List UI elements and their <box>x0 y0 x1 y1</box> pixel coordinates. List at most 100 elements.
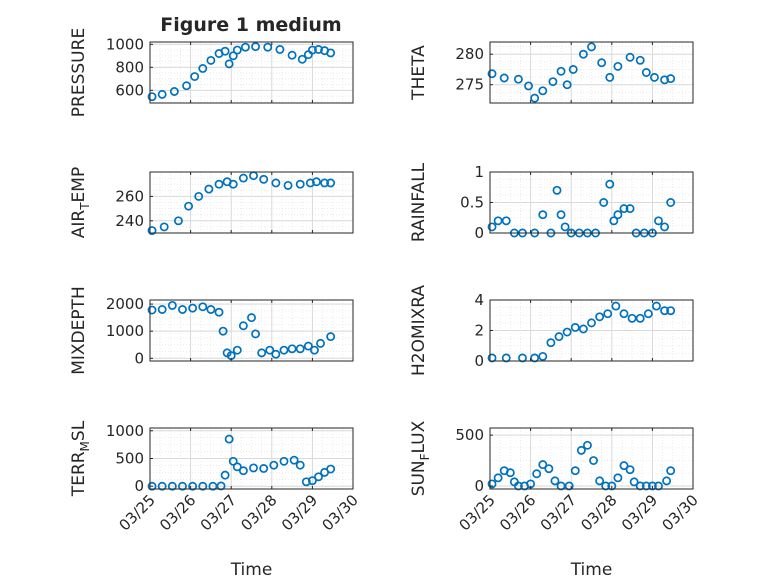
data-point <box>530 353 540 363</box>
axes-theta: 275 280 THETA <box>409 41 694 104</box>
data-point <box>301 477 311 487</box>
data-point <box>287 50 297 60</box>
data-point <box>556 210 566 220</box>
data-point <box>314 45 323 54</box>
data-point <box>570 323 580 332</box>
data-point <box>619 309 629 319</box>
data-point <box>666 466 676 476</box>
data-point <box>178 481 187 491</box>
data-point <box>603 309 613 319</box>
data-point <box>643 309 653 319</box>
data-point <box>654 216 663 226</box>
data-point <box>259 464 269 473</box>
data-point <box>625 465 635 475</box>
data-point <box>214 307 224 317</box>
data-point <box>635 481 645 491</box>
y-axis-label: THETA <box>409 45 429 101</box>
data-point <box>198 302 208 312</box>
y-axis-label: H2OMIXRA <box>409 285 429 376</box>
data-point <box>601 481 611 491</box>
data-point <box>501 216 511 226</box>
data-point <box>518 353 527 363</box>
data-point <box>548 77 558 87</box>
axes-sun_flux: 0 500 SUNFLUX 03/2503/2603/2703/2803/2903/3… <box>409 420 702 580</box>
data-point <box>224 434 234 444</box>
data-point <box>314 472 323 482</box>
figure-title: Figure 1 medium <box>160 14 341 36</box>
data-point <box>538 86 548 96</box>
data-point <box>228 179 238 189</box>
data-point <box>167 300 177 310</box>
x-tick-label: 03/27 <box>537 491 580 534</box>
data-point <box>190 72 200 81</box>
data-point <box>576 445 586 455</box>
y-axis-label: PRESSURE <box>69 28 89 117</box>
data-point <box>550 476 560 486</box>
y-axis-label: RAINFALL <box>409 162 429 242</box>
y-tick-label: 0 <box>134 349 144 367</box>
data-point <box>605 179 615 189</box>
x-tick-label: 03/25 <box>456 491 499 534</box>
data-point <box>279 345 289 355</box>
data-point <box>524 81 534 91</box>
data-point <box>238 466 248 476</box>
axes-terr_msl: 0 500 1000 TERRMSL 03/2503/2603/2703/2803/29… <box>69 420 362 580</box>
data-point <box>554 332 564 342</box>
data-point <box>265 345 275 355</box>
y-tick-label: 240 <box>115 212 144 230</box>
axes-box <box>149 171 354 234</box>
data-point <box>173 216 183 226</box>
data-point <box>232 45 242 55</box>
data-point <box>249 171 258 181</box>
data-point <box>613 61 623 71</box>
x-tick-label: 03/29 <box>618 491 661 534</box>
data-point <box>305 178 315 188</box>
x-axis-label: Time <box>230 560 273 580</box>
data-point <box>307 476 317 486</box>
data-point <box>169 87 179 96</box>
y-axis-label: TERRMSL <box>69 420 92 497</box>
data-point <box>247 313 256 323</box>
data-point <box>188 481 198 491</box>
y-axis-label: AIRTEMP <box>69 167 92 238</box>
data-point <box>198 481 208 491</box>
data-point <box>641 68 651 77</box>
data-point <box>238 173 248 183</box>
data-point <box>562 327 572 337</box>
data-point <box>147 481 157 491</box>
data-point <box>625 204 635 214</box>
y-tick-label: 500 <box>115 450 144 468</box>
x-axis-label: Time <box>570 560 613 580</box>
data-point <box>513 481 523 491</box>
data-point <box>251 42 261 52</box>
axes-box <box>149 299 354 362</box>
data-point <box>263 42 273 52</box>
data-point <box>487 479 497 489</box>
data-point <box>647 481 657 491</box>
y-tick-label: 4 <box>474 291 484 309</box>
data-point <box>240 42 250 52</box>
y-axis-label: SUNFLUX <box>409 420 432 496</box>
y-tick-label: 800 <box>115 58 144 76</box>
data-point <box>568 64 578 74</box>
data-point <box>599 198 609 207</box>
data-point <box>289 455 299 465</box>
data-point <box>493 216 503 226</box>
data-point <box>275 45 285 54</box>
data-point <box>666 74 676 84</box>
axes-rainfall: 0 0.5 1 RAINFALL <box>409 162 694 242</box>
x-tick-label: 03/28 <box>577 491 620 534</box>
data-point <box>326 332 336 342</box>
data-point <box>538 351 548 361</box>
data-point <box>582 440 592 450</box>
data-point <box>303 50 313 60</box>
data-point <box>589 456 598 465</box>
data-point <box>204 184 214 194</box>
data-point <box>184 201 194 211</box>
y-tick-label: 2000 <box>106 295 144 313</box>
data-point <box>214 179 224 189</box>
axes-box <box>149 41 354 104</box>
data-point <box>157 481 167 491</box>
data-point <box>493 473 503 483</box>
x-tick-label: 03/26 <box>496 491 539 534</box>
